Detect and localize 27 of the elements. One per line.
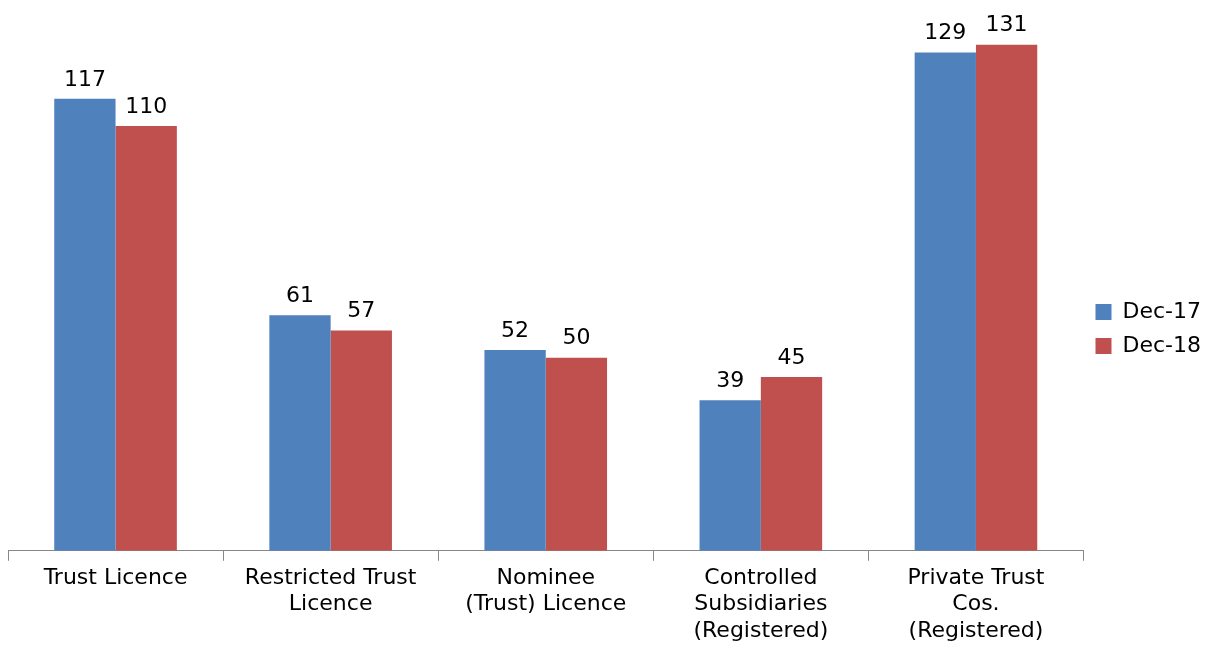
bar [975, 44, 1038, 551]
bar [54, 98, 116, 551]
x-tick-label: Trust Licence [42, 563, 188, 589]
data-label: 57 [347, 297, 376, 323]
legend-label: Dec-18 [1122, 331, 1202, 357]
bar [115, 125, 177, 551]
bar [914, 52, 976, 551]
bar [699, 400, 761, 551]
bar [330, 330, 392, 551]
data-label: 52 [501, 316, 530, 342]
bar [484, 349, 546, 551]
data-label: 117 [63, 65, 106, 91]
bar [269, 315, 331, 551]
data-label: 50 [562, 324, 591, 350]
x-tick-label: Controlled Subsidiaries (Registered) [693, 563, 829, 642]
data-label: 61 [286, 281, 314, 307]
data-label: 39 [716, 366, 745, 392]
x-tick-label: Restricted Trust Licence [244, 563, 417, 616]
x-tick-label: Private Trust Cos. (Registered) [907, 563, 1045, 642]
bar [760, 376, 823, 551]
legend-label: Dec-17 [1122, 297, 1202, 323]
bar [545, 357, 608, 551]
data-label: 131 [985, 11, 1028, 37]
data-label: 129 [924, 19, 967, 45]
data-label: 110 [125, 92, 168, 118]
data-label: 45 [777, 343, 806, 369]
x-tick-label: Nominee (Trust) Licence [465, 563, 627, 616]
